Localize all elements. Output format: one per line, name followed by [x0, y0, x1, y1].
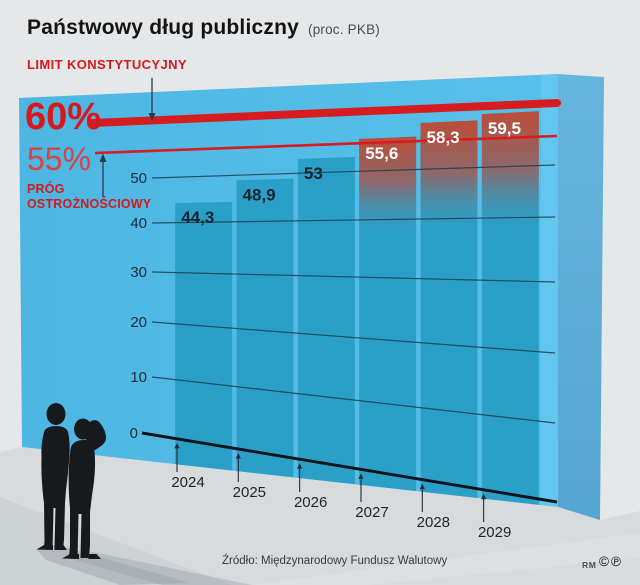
year-tick-arrow	[297, 463, 303, 469]
value-labels-group: 44,3 48,9 53 55,6 58,3 59,5	[181, 119, 521, 227]
title-unit: (proc. PKB)	[308, 22, 380, 37]
constitutional-limit-line	[88, 99, 561, 127]
x-tick-label-2027: 2027	[355, 504, 388, 521]
person-shadow	[68, 552, 252, 585]
gridlines-group: 10 20 30 40 50	[130, 164, 556, 424]
prudence-threshold-label-line2: OSTROŻNOŚCIOWY	[27, 197, 152, 211]
bar-value-label-2026: 53	[304, 164, 323, 183]
year-tick-arrow	[419, 483, 425, 490]
floor	[0, 447, 640, 585]
floor-light-band	[250, 533, 640, 585]
year-tick-arrow	[358, 473, 364, 479]
bar-value-label-2029: 59,5	[488, 119, 521, 138]
x-tick-label-2028: 2028	[417, 514, 450, 531]
limit-value-label: 60%	[25, 96, 102, 138]
bar-value-label-2028: 58,3	[427, 128, 460, 147]
over-threshold-tint-2029	[481, 111, 539, 238]
year-tick-arrow	[174, 442, 180, 449]
axis-group: 0	[130, 425, 558, 504]
title-text: Państwowy dług publiczny	[27, 16, 299, 39]
bar-value-label-2024: 44,3	[181, 208, 214, 227]
bar-2025	[236, 178, 294, 478]
x-tick-label-2026: 2026	[294, 494, 327, 511]
gridline-40	[151, 216, 556, 224]
gridline-50	[151, 164, 556, 179]
gridline-10	[151, 376, 556, 424]
threshold-callout-arrow	[99, 153, 107, 197]
author-initials: RM	[582, 560, 597, 570]
year-tick-arrow	[481, 493, 487, 500]
prudence-threshold-label-line1: PRÓG	[27, 182, 65, 196]
x-tick-label-2029: 2029	[478, 524, 511, 541]
threshold-value-label: 55%	[27, 141, 92, 177]
y-tick-label-0: 0	[130, 425, 138, 442]
year-tick-arrow	[235, 453, 241, 459]
prudence-threshold-line	[94, 134, 558, 155]
y-tick-label-20: 20	[130, 314, 147, 331]
x-tick-label-2025: 2025	[233, 484, 266, 501]
source-credit: Źródło: Międzynarodowy Fundusz Walutowy	[222, 555, 448, 567]
over-threshold-tint-2027	[359, 136, 417, 238]
wall-side-face	[558, 74, 604, 520]
over-threshold-tint-2028	[420, 120, 478, 238]
gridline-20	[151, 321, 556, 354]
bar-value-label-2027: 55,6	[365, 144, 398, 163]
person-silhouette-right	[62, 418, 106, 559]
year-labels-group: 2024 2025 2026 2027 2028 2029	[171, 442, 511, 541]
prudence-threshold-label: PRÓG OSTROŻNOŚCIOWY	[27, 182, 151, 212]
y-tick-label-10: 10	[130, 369, 147, 386]
x-axis-baseline	[141, 431, 558, 504]
bar-2026	[297, 156, 355, 485]
bar-2024	[175, 201, 233, 471]
limit-callout-arrow	[148, 78, 156, 122]
copyright-phonogram-icons: ©℗	[599, 554, 623, 569]
gridline-30	[151, 271, 556, 283]
wall-right-strip	[541, 74, 558, 507]
y-tick-label-30: 30	[130, 264, 147, 281]
over-threshold-tints-group	[359, 111, 539, 238]
bar-value-label-2025: 48,9	[243, 185, 276, 204]
person-silhouette-left	[36, 403, 70, 550]
y-tick-label-40: 40	[130, 215, 147, 232]
y-tick-label-50: 50	[130, 170, 147, 187]
x-tick-label-2024: 2024	[171, 474, 204, 491]
page-title: Państwowy dług publiczny (proc. PKB)	[27, 16, 380, 40]
constitutional-limit-label: LIMIT KONSTYTUCYJNY	[27, 57, 187, 72]
